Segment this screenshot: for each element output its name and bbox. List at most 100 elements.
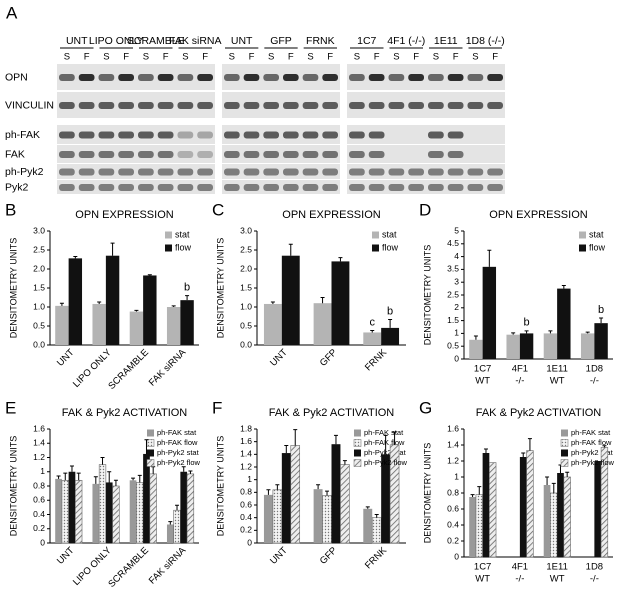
annotation: b — [524, 317, 530, 329]
legend-label: ph-FAK stat — [364, 428, 404, 437]
x-tick-sublabel: -/- — [515, 574, 524, 585]
y-tick-label: 2.5 — [33, 244, 45, 254]
band — [138, 74, 154, 81]
bar — [331, 444, 341, 543]
y-tick-label: 0 — [247, 537, 252, 547]
band — [263, 131, 279, 139]
error-bar — [602, 445, 607, 448]
error-bar — [585, 331, 590, 334]
bar — [543, 485, 551, 557]
band — [349, 74, 365, 81]
error-bar — [56, 475, 61, 479]
error-bar — [69, 465, 74, 472]
bar — [180, 300, 194, 345]
band — [302, 74, 319, 81]
band — [368, 168, 385, 176]
lane-label: S — [307, 52, 313, 63]
y-tick-label: 0.4 — [240, 512, 252, 522]
chart-title: OPN EXPRESSION — [282, 209, 380, 221]
blot-background — [347, 145, 505, 163]
bar — [68, 258, 83, 345]
bar — [519, 333, 534, 359]
band — [302, 131, 319, 139]
blot-background — [347, 164, 505, 179]
band — [302, 102, 319, 109]
legend-swatch — [561, 429, 568, 437]
error-bar — [270, 301, 275, 304]
band — [302, 168, 319, 176]
band — [467, 184, 484, 191]
bar — [557, 473, 564, 557]
error-bar — [487, 249, 492, 267]
bar — [112, 485, 120, 544]
error-bar — [470, 494, 475, 497]
y-tick-label: 0.2 — [447, 535, 459, 545]
band — [447, 131, 464, 139]
band — [59, 151, 75, 158]
y-tick-label: 0 — [454, 551, 459, 561]
legend-swatch — [353, 439, 362, 447]
legend-swatch — [354, 429, 361, 437]
band — [177, 151, 194, 158]
error-bar — [599, 317, 604, 324]
panel-label: D — [419, 200, 431, 219]
row-label: Pyk2 — [5, 181, 29, 193]
y-tick-label: 1.5 — [33, 282, 45, 292]
bar — [526, 450, 534, 558]
band — [78, 131, 95, 139]
legend-swatch — [561, 449, 568, 457]
lane-label: S — [64, 52, 70, 63]
bar — [371, 517, 382, 544]
x-tick-label: FAK siRNA — [147, 347, 189, 389]
band — [388, 184, 405, 191]
lane-label: F — [202, 52, 208, 63]
error-bar — [181, 466, 186, 472]
band — [428, 102, 444, 109]
bar — [149, 473, 157, 544]
x-tick-label: UNT — [55, 347, 77, 369]
error-bar — [110, 242, 115, 256]
legend-swatch — [560, 439, 569, 447]
band — [98, 131, 115, 139]
band — [224, 151, 240, 158]
bar — [550, 492, 558, 558]
error-bar — [168, 521, 173, 525]
legend-label: ph-Pyk2 stat — [571, 448, 614, 457]
band — [78, 168, 95, 176]
legend-label: ph-Pyk2 stat — [364, 448, 407, 457]
bar — [263, 303, 282, 345]
band — [428, 151, 444, 158]
band — [322, 102, 338, 109]
band — [368, 102, 385, 109]
legend-swatch — [354, 449, 361, 457]
error-bar — [171, 305, 176, 307]
band — [243, 102, 260, 109]
annotation: b — [184, 282, 190, 294]
bar — [363, 508, 373, 543]
y-tick-label: 2.5 — [240, 244, 252, 254]
band — [263, 168, 279, 176]
bar — [180, 471, 188, 543]
y-tick-label: 3 — [454, 276, 459, 286]
legend-swatch — [579, 231, 586, 239]
chart-title: FAK & Pyk2 ACTIVATION — [476, 407, 602, 419]
panel-label: A — [6, 3, 18, 22]
band — [224, 74, 240, 81]
band — [368, 184, 385, 191]
error-bar — [365, 506, 370, 509]
group-label: 4F1 (-/-) — [387, 35, 425, 47]
x-tick-sublabel: -/- — [590, 574, 599, 585]
band — [98, 184, 115, 191]
error-bar — [175, 504, 180, 511]
band — [243, 151, 260, 158]
error-bar — [338, 257, 343, 262]
band — [224, 184, 240, 191]
y-tick-label: 0.0 — [33, 339, 45, 349]
legend-label: stat — [175, 229, 190, 239]
band — [224, 102, 240, 109]
lane-label: S — [103, 52, 109, 63]
error-bar — [137, 474, 142, 483]
bar — [143, 453, 150, 543]
y-tick-label: 0.5 — [240, 320, 252, 330]
error-bar — [374, 514, 379, 518]
